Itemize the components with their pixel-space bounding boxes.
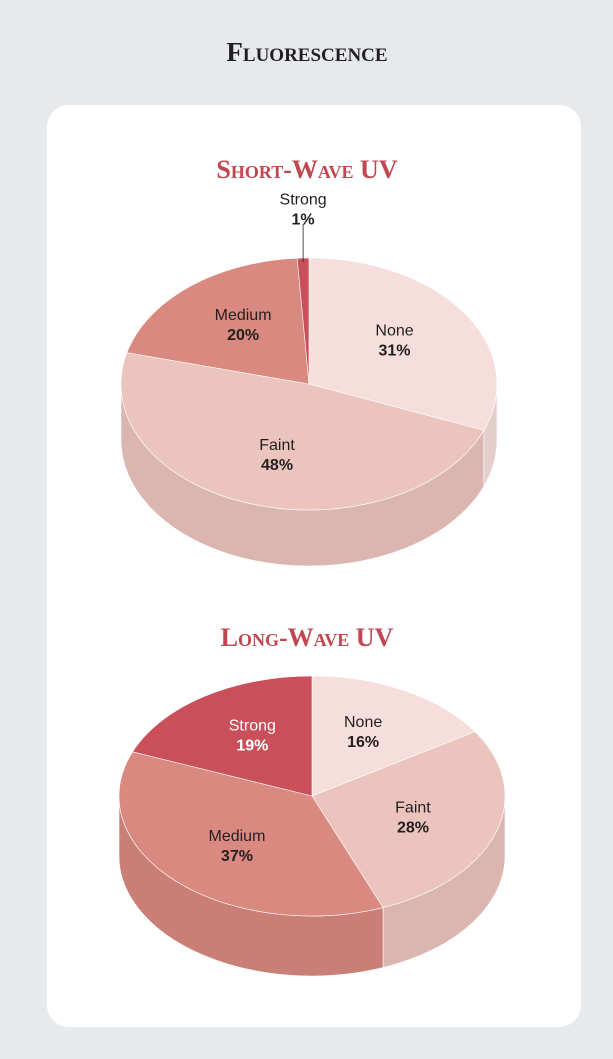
slice-label: Faint [259,437,295,454]
chart-title: Short-Wave UV [216,155,397,184]
slice [126,257,310,385]
slice-label: Medium [215,307,272,324]
value-label: 1% [292,211,315,228]
slice [311,675,476,797]
slice-label: Strong [280,191,327,208]
value-label: 16% [347,734,379,751]
slice-label: None [375,323,413,340]
slice [120,352,485,511]
slice-label: Strong [229,718,276,735]
slice [311,731,506,908]
slice-label: Medium [208,828,265,845]
slice-label: Faint [395,799,431,816]
value-label: 31% [379,343,411,360]
value-label: 37% [221,848,253,865]
value-label: 20% [227,327,259,344]
slice [118,751,384,917]
slice [132,675,313,797]
chart-title: Long-Wave UV [221,623,394,652]
value-label: 28% [397,819,429,836]
slice [308,257,498,431]
page-title: Fluorescence [226,37,387,67]
slice-label: None [344,714,382,731]
value-label: 48% [261,457,293,474]
value-label: 19% [236,738,268,755]
